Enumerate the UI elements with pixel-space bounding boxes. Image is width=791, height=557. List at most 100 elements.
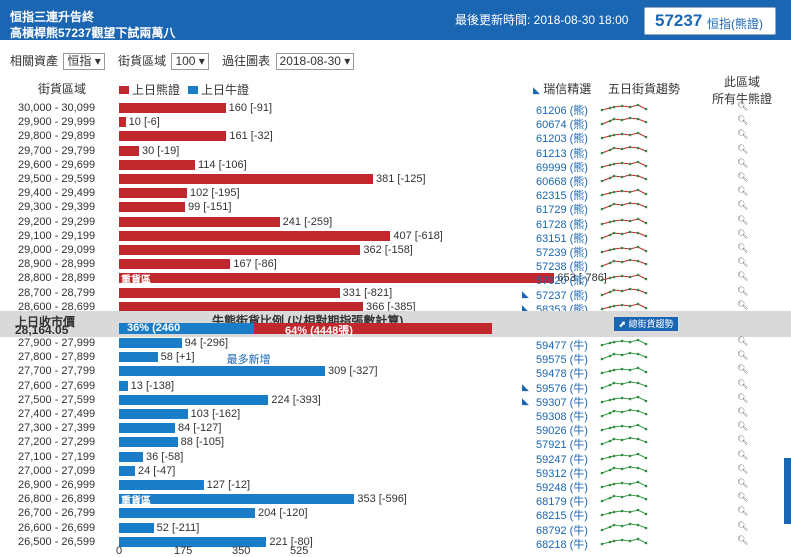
bear-bar[interactable] [119,174,373,184]
date-select[interactable]: 2018-08-30 ▾ [275,53,355,70]
warrant-code-link[interactable]: 59308 (牛) [536,411,588,423]
trend-sparkline[interactable] [600,364,650,378]
trend-sparkline[interactable] [600,172,650,186]
warrant-code-link[interactable]: 61213 (熊) [536,147,588,160]
bull-bar[interactable] [119,423,175,434]
bull-row[interactable]: 27,900 - 27,999 94 [-296] 59477 (牛) 🔍︎ [0,336,791,352]
search-icon[interactable]: 🔍︎ [737,364,749,375]
bull-row[interactable]: 26,600 - 26,699 52 [-211] 68792 (牛) 🔍︎ [0,520,791,537]
warrant-code-link[interactable]: 68218 (牛) [536,538,588,551]
trend-sparkline[interactable] [600,271,650,285]
bull-row[interactable]: 27,700 - 27,799 309 [-327] 59478 (牛) 🔍︎ [0,364,791,381]
warrant-code-link[interactable]: 59248 (牛) [536,482,588,494]
bull-bar[interactable] [119,352,158,363]
subheadline[interactable]: 高槓桿熊57237觀望下試兩萬八 [10,26,176,40]
bear-row[interactable]: 29,900 - 29,999 10 [-6] 60674 (熊) 🔍︎ [0,115,791,131]
bear-bar[interactable] [119,287,340,298]
warrant-code-link[interactable]: 68792 (牛) [536,524,588,537]
search-icon[interactable]: 🔍︎ [737,271,749,282]
trend-sparkline[interactable] [600,158,650,172]
bull-bar[interactable] [119,380,128,391]
bear-bar[interactable] [119,216,280,227]
search-icon[interactable]: 🔍︎ [737,228,749,239]
bull-bar[interactable] [119,508,255,519]
trend-sparkline[interactable] [600,535,650,549]
search-icon[interactable]: 🔍︎ [737,257,749,268]
search-icon[interactable]: 🔍︎ [737,129,749,140]
warrant-code-link[interactable]: 68179 (牛) [536,496,588,509]
search-icon[interactable]: 🔍︎ [737,200,749,211]
warrant-code-link[interactable]: 60668 (熊) [536,176,588,188]
bull-bar[interactable] [119,536,267,547]
warrant-code-link[interactable]: 57238 (熊) [536,261,588,274]
trend-sparkline[interactable] [600,450,650,464]
bull-bar[interactable] [119,338,182,348]
warrant-code-link[interactable]: 59026 (牛) [536,425,588,438]
search-icon[interactable]: 🔍︎ [737,101,749,111]
selected-warrant-box[interactable]: 57237 恒指(熊證) [644,7,776,35]
bear-row[interactable]: 29,400 - 29,499 102 [-195] 62315 (熊) 🔍︎ [0,186,791,202]
bear-row[interactable]: 29,700 - 29,799 30 [-19] 61213 (熊) 🔍︎ [0,144,791,160]
search-icon[interactable]: 🔍︎ [737,421,749,432]
bull-bar[interactable]: 重貨區 [119,494,355,507]
search-icon[interactable]: 🔍︎ [737,336,749,346]
bull-row[interactable]: 27,200 - 27,299 88 [-105] 57921 (牛) 🔍︎ [0,435,791,452]
search-icon[interactable]: 🔍︎ [737,435,749,446]
search-icon[interactable]: 🔍︎ [737,463,749,474]
trend-sparkline[interactable] [600,257,650,271]
bear-row[interactable]: 29,100 - 29,199 407 [-618] 63151 (熊) 🔍︎ [0,228,791,245]
bear-row[interactable]: 29,800 - 29,899 161 [-32] 61203 (熊) 🔍︎ [0,129,791,145]
warrant-code-link[interactable]: 69999 (熊) [536,161,588,174]
search-icon[interactable]: 🔍︎ [737,520,749,531]
warrant-code-link[interactable]: 59575 (牛) [536,354,588,367]
warrant-code-link[interactable]: 61729 (熊) [536,204,588,217]
bear-row[interactable]: 29,300 - 29,399 99 [-151] 61729 (熊) 🔍︎ [0,200,791,217]
bull-bar[interactable] [119,522,154,533]
trend-sparkline[interactable] [600,115,650,129]
total-trend-button[interactable]: ⬈ 總街貨趨勢 [614,317,678,331]
search-icon[interactable]: 🔍︎ [737,449,749,460]
trend-sparkline[interactable] [600,478,650,492]
bull-bar[interactable] [119,437,178,448]
bull-row[interactable]: 27,400 - 27,499 103 [-162] 59308 (牛) 🔍︎ [0,407,791,423]
search-icon[interactable]: 🔍︎ [737,350,749,361]
bull-bar[interactable] [119,465,135,476]
bull-row[interactable]: 27,500 - 27,599 224 [-393] ◣ 59307 (牛) 🔍︎ [0,393,791,409]
search-icon[interactable]: 🔍︎ [737,378,749,389]
search-icon[interactable]: 🔍︎ [737,534,749,545]
search-icon[interactable]: 🔍︎ [737,115,749,126]
bear-row[interactable]: 28,800 - 28,899 重貨區 653 [-786] 57020 (熊) 🔍︎ [0,271,791,287]
bear-bar[interactable] [119,103,226,113]
bear-row[interactable]: 30,000 - 30,099 160 [-91] 61206 (熊) 🔍︎ [0,101,791,117]
bull-row[interactable]: 26,900 - 26,999 127 [-12] 59248 (牛) 🔍︎ [0,478,791,494]
bull-bar[interactable] [119,480,204,490]
trend-sparkline[interactable] [600,101,650,115]
warrant-code-link[interactable]: 59247 (牛) [536,453,588,466]
warrant-code-link[interactable]: 57237 (熊) [536,289,588,302]
bear-row[interactable]: 28,700 - 28,799 331 [-821] ◣ 57237 (熊) 🔍︎ [0,286,791,302]
bull-bar[interactable] [119,366,325,377]
trend-sparkline[interactable] [600,435,650,449]
bear-row[interactable]: 29,000 - 29,099 362 [-158] 57239 (熊) 🔍︎ [0,243,791,259]
warrant-code-link[interactable]: 59478 (牛) [536,368,588,381]
bear-bar[interactable] [119,202,185,213]
warrant-code-link[interactable]: 57921 (牛) [536,439,588,452]
trend-sparkline[interactable] [600,129,650,143]
trend-sparkline[interactable] [600,215,650,229]
trend-sparkline[interactable] [600,350,650,364]
bear-bar[interactable] [119,145,139,156]
warrant-code-link[interactable]: 59312 (牛) [536,467,588,480]
bear-bar[interactable]: 重貨區 [119,273,555,286]
trend-sparkline[interactable] [600,407,650,421]
warrant-code-link[interactable]: 61206 (熊) [536,105,588,117]
trend-sparkline[interactable] [600,506,650,520]
trend-sparkline[interactable] [600,521,650,535]
bear-bar[interactable] [119,259,231,270]
bear-bar[interactable] [119,117,126,128]
bear-bar[interactable] [119,230,391,241]
bear-bar[interactable] [119,131,227,142]
bear-bar[interactable] [119,159,195,170]
warrant-code-link[interactable]: 59576 (牛) [536,382,588,395]
bear-bar[interactable] [119,301,363,312]
bull-row[interactable]: 27,300 - 27,399 84 [-127] 59026 (牛) 🔍︎ [0,421,791,438]
